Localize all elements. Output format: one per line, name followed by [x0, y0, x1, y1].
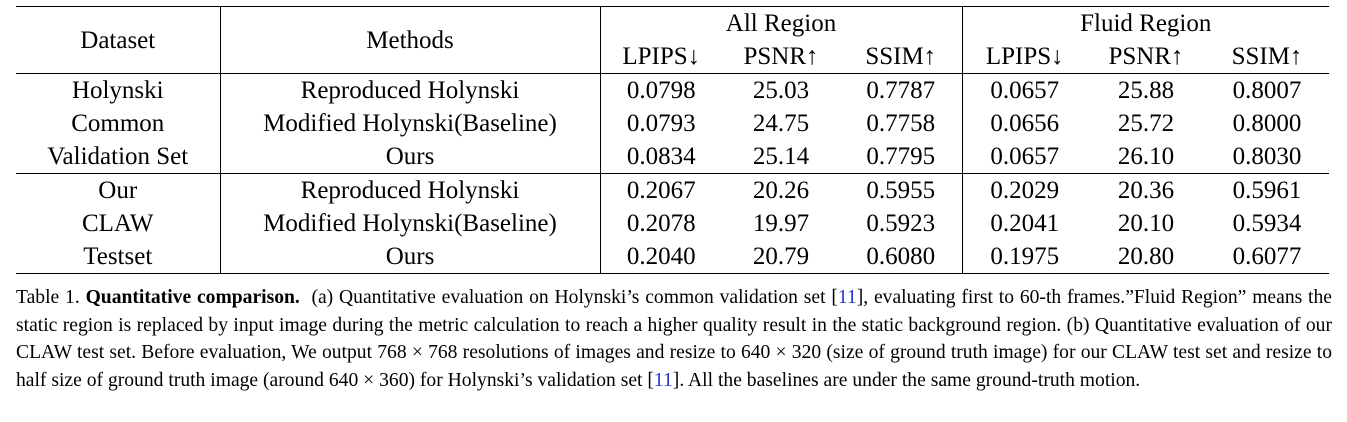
- header-fluid-region: Fluid Region: [962, 6, 1329, 40]
- value-cell: 0.0656: [990, 110, 1060, 137]
- value-cell: 0.2078: [626, 210, 696, 237]
- citation-link[interactable]: 11: [653, 369, 673, 391]
- value-cell: 25.88: [1087, 73, 1205, 107]
- value-cell: 0.2029: [962, 173, 1087, 207]
- caption-text: ], evaluating first to 60-th frames.”Flu…: [16, 287, 1332, 391]
- value-cell: 0.8007: [1205, 73, 1329, 107]
- value-cell: 0.0793: [626, 110, 696, 137]
- value-cell: 0.5923: [840, 207, 963, 240]
- caption-text: (a) Quantitative evaluation on Holynski’…: [311, 287, 838, 308]
- method-cell: Modified Holynski(Baseline): [220, 207, 601, 240]
- value-cell: 0.7787: [840, 73, 963, 107]
- caption-title: Quantitative comparison.: [85, 287, 300, 308]
- table-row: Validation Set Ours 0.0834 25.14 0.7795 …: [16, 140, 1329, 174]
- method-cell: Reproduced Holynski: [220, 73, 601, 107]
- value-cell: 0.0834: [626, 143, 696, 170]
- method-cell: Ours: [220, 140, 601, 174]
- header-metric-lpips-all: LPIPS↓: [622, 43, 701, 70]
- value-cell: 0.5934: [1232, 210, 1302, 237]
- value-cell: 0.7758: [840, 107, 963, 140]
- table-row: Testset Ours 0.2040 20.79 0.6080 0.1975 …: [16, 240, 1329, 274]
- value-cell: 20.80: [1087, 240, 1205, 274]
- header-metric-ssim-fluid: SSIM↑: [1231, 43, 1303, 70]
- value-cell: 0.2067: [600, 173, 722, 207]
- results-table: Dataset Methods All Region Fluid Region …: [16, 6, 1329, 274]
- caption-text: ]. All the baselines are under the same …: [672, 369, 1141, 391]
- value-cell: 0.6077: [1205, 240, 1329, 274]
- dataset-cell: Testset: [16, 240, 221, 274]
- dataset-cell: Common: [16, 107, 221, 140]
- value-cell: 0.1975: [962, 240, 1087, 274]
- header-metric-psnr-all: PSNR↑: [743, 43, 819, 70]
- value-cell: 0.8030: [1232, 143, 1302, 170]
- value-cell: 0.0657: [990, 143, 1060, 170]
- table-row: Our Reproduced Holynski 0.2067 20.26 0.5…: [16, 173, 1329, 207]
- header-all-region: All Region: [600, 6, 963, 40]
- value-cell: 25.03: [722, 73, 840, 107]
- value-cell: 25.72: [1117, 110, 1175, 137]
- table-row: Holynski Reproduced Holynski 0.0798 25.0…: [16, 73, 1329, 107]
- value-cell: 20.36: [1087, 173, 1205, 207]
- dataset-cell: CLAW: [16, 207, 221, 240]
- value-cell: 0.7795: [840, 140, 963, 174]
- method-cell: Ours: [220, 240, 601, 274]
- header-dataset: Dataset: [16, 6, 221, 74]
- value-cell: 0.8000: [1232, 110, 1302, 137]
- dataset-cell: Holynski: [16, 73, 221, 107]
- value-cell: 26.10: [1117, 143, 1175, 170]
- header-metric-psnr-fluid: PSNR↑: [1108, 43, 1184, 70]
- value-cell: 20.26: [722, 173, 840, 207]
- method-cell: Modified Holynski(Baseline): [220, 107, 601, 140]
- value-cell: 0.2040: [600, 240, 722, 274]
- value-cell: 0.5955: [840, 173, 963, 207]
- value-cell: 19.97: [752, 210, 810, 237]
- value-cell: 0.6080: [840, 240, 963, 274]
- header-metric-ssim-all: SSIM↑: [840, 40, 963, 74]
- value-cell: 25.14: [752, 143, 810, 170]
- header-methods: Methods: [220, 6, 601, 74]
- dataset-cell: Validation Set: [16, 140, 221, 174]
- value-cell: 20.79: [722, 240, 840, 274]
- value-cell: 0.2041: [990, 210, 1060, 237]
- citation-link[interactable]: 11: [837, 287, 857, 308]
- value-cell: 0.0798: [600, 73, 722, 107]
- method-cell: Reproduced Holynski: [220, 173, 601, 207]
- value-cell: 20.10: [1117, 210, 1175, 237]
- value-cell: 24.75: [752, 110, 810, 137]
- dataset-cell: Our: [16, 173, 221, 207]
- table-row: CLAW Modified Holynski(Baseline) 0.2078 …: [16, 207, 1329, 240]
- table-row: Common Modified Holynski(Baseline) 0.079…: [16, 107, 1329, 140]
- header-metric-lpips-fluid: LPIPS↓: [985, 43, 1064, 70]
- table-caption: Table 1. Quantitative comparison. (a) Qu…: [16, 284, 1332, 394]
- caption-label: Table 1.: [16, 287, 80, 308]
- value-cell: 0.5961: [1205, 173, 1329, 207]
- value-cell: 0.0657: [962, 73, 1087, 107]
